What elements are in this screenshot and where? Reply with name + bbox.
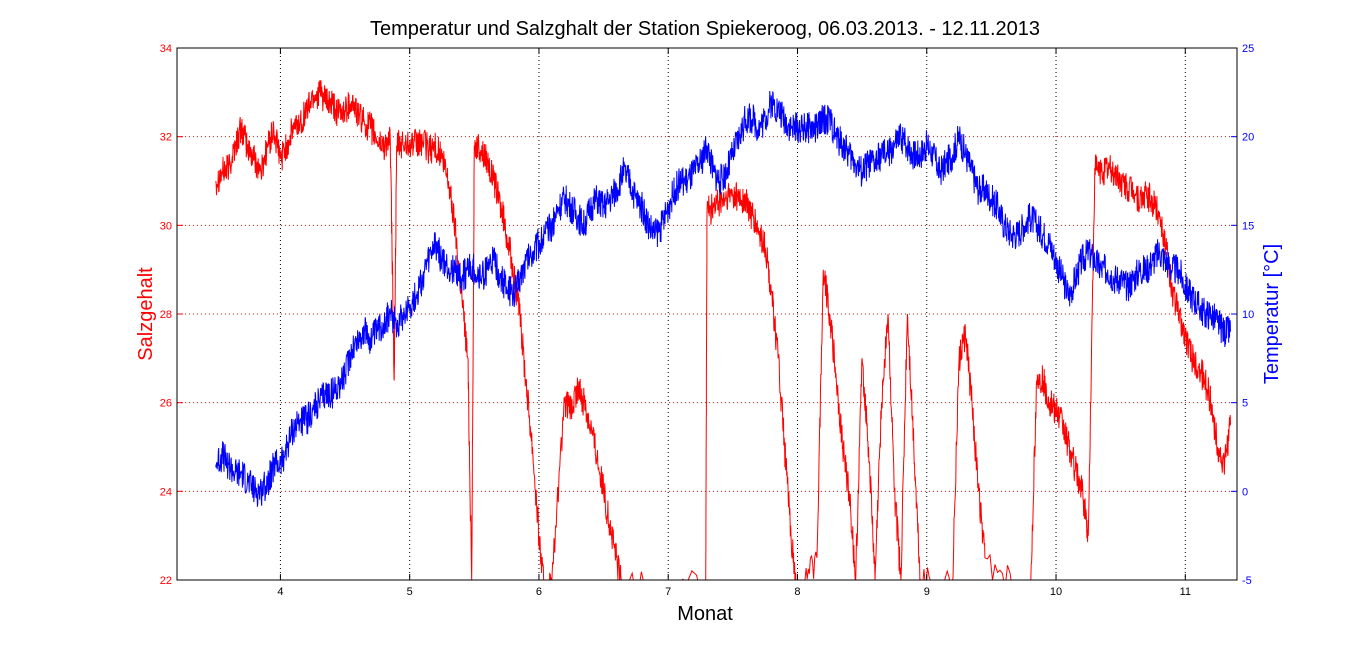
x-tick-label: 7 [665, 586, 671, 598]
ticks: 4 5 6 7 8 9 10 11 22 24 26 28 30 32 34 -5 0 5 10 15 20 25 [160, 43, 1255, 598]
salinity-series-line [215, 80, 1231, 580]
y-right-tick-label: -5 [1242, 575, 1252, 587]
y-right-tick-label: 20 [1242, 132, 1254, 144]
x-tick-label: 11 [1180, 586, 1191, 598]
x-tick-label: 6 [536, 586, 542, 598]
plot-frame [176, 47, 1238, 581]
y-left-tick-label: 22 [160, 575, 172, 587]
temperature-series-line [215, 90, 1231, 507]
y-right-tick-label: 15 [1242, 220, 1254, 232]
y-left-tick-label: 30 [160, 220, 172, 232]
x-tick-label: 10 [1050, 586, 1062, 598]
y-axis-right-label: Temperatur [°C] [1261, 244, 1283, 384]
y-left-tick-label: 24 [160, 486, 172, 498]
y-axis-left-label: Salzgehalt [135, 267, 157, 361]
x-tick-label: 4 [277, 586, 283, 598]
chart-title: Temperatur und Salzghalt der Station Spi… [370, 18, 1040, 40]
x-tick-label: 9 [924, 586, 930, 598]
series-layer [215, 80, 1231, 580]
y-left-tick-label: 32 [160, 132, 172, 144]
y-left-tick-label: 28 [160, 309, 172, 321]
x-axis-label: Monat [677, 603, 733, 625]
y-left-tick-label: 26 [160, 398, 172, 410]
y-right-tick-label: 5 [1242, 398, 1248, 410]
y-right-tick-label: 0 [1242, 486, 1248, 498]
y-right-tick-label: 10 [1242, 309, 1254, 321]
x-tick-label: 8 [794, 586, 800, 598]
y-right-tick-label: 25 [1242, 43, 1254, 55]
x-tick-label: 5 [407, 586, 413, 598]
y-left-tick-label: 34 [160, 43, 172, 55]
